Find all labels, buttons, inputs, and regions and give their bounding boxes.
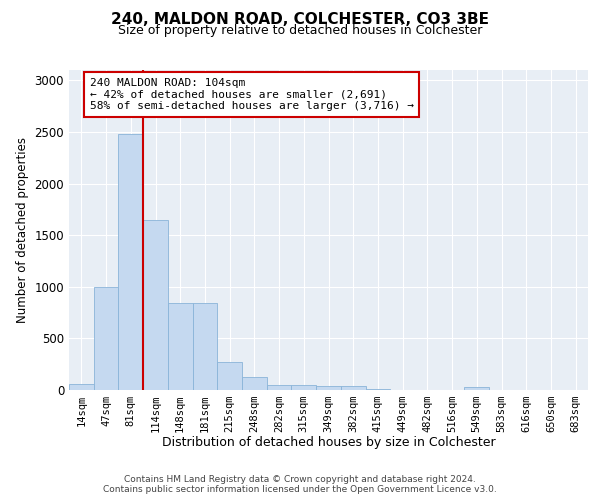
Bar — [69, 384, 94, 390]
Y-axis label: Number of detached properties: Number of detached properties — [16, 137, 29, 323]
Text: Contains public sector information licensed under the Open Government Licence v3: Contains public sector information licen… — [103, 484, 497, 494]
Bar — [242, 376, 267, 390]
Text: 240, MALDON ROAD, COLCHESTER, CO3 3BE: 240, MALDON ROAD, COLCHESTER, CO3 3BE — [111, 12, 489, 28]
Bar — [118, 134, 143, 390]
Text: 240 MALDON ROAD: 104sqm
← 42% of detached houses are smaller (2,691)
58% of semi: 240 MALDON ROAD: 104sqm ← 42% of detache… — [90, 78, 414, 111]
Text: Contains HM Land Registry data © Crown copyright and database right 2024.: Contains HM Land Registry data © Crown c… — [124, 474, 476, 484]
Text: Distribution of detached houses by size in Colchester: Distribution of detached houses by size … — [162, 436, 496, 449]
Bar — [316, 386, 341, 390]
Bar — [292, 385, 316, 390]
Bar — [143, 220, 168, 390]
Bar — [217, 362, 242, 390]
Bar — [193, 304, 217, 390]
Bar — [94, 287, 118, 390]
Bar — [464, 387, 489, 390]
Bar — [341, 386, 365, 390]
Bar — [168, 304, 193, 390]
Text: Size of property relative to detached houses in Colchester: Size of property relative to detached ho… — [118, 24, 482, 37]
Bar — [267, 385, 292, 390]
